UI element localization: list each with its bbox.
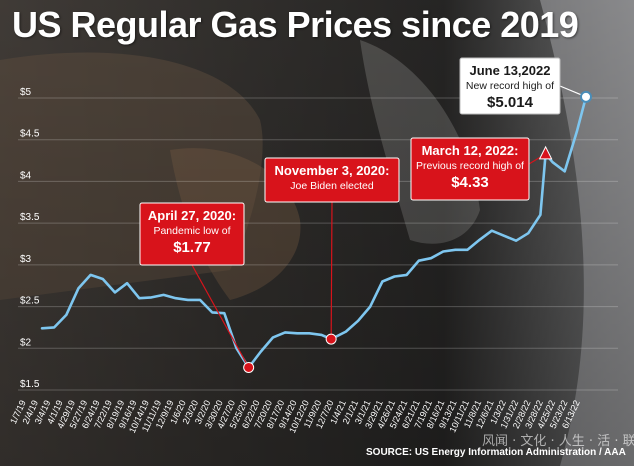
annotation-heading: March 12, 2022: (422, 143, 519, 158)
record-marker (580, 90, 592, 103)
record-marker (538, 145, 553, 160)
price-line (40, 95, 588, 369)
annotation-text: Joe Biden elected (290, 180, 374, 192)
y-tick-label: $1.5 (20, 379, 40, 390)
annotation-text: New record high of (466, 80, 554, 92)
annotation-text: Previous record high of (416, 160, 524, 172)
y-tick-label: $4.5 (20, 129, 40, 140)
y-tick-label: $3.5 (20, 212, 40, 223)
annotation-heading: April 27, 2020: (148, 208, 236, 223)
chart-title: US Regular Gas Prices since 2019 (12, 4, 579, 45)
annotation-leader (191, 264, 250, 368)
annotation-box (139, 202, 245, 266)
annotation-value: $4.33 (451, 174, 489, 191)
y-tick-label: $4 (20, 170, 32, 181)
y-tick-label: $5 (20, 87, 32, 98)
point-marker (243, 361, 255, 373)
annotation-heading: November 3, 2020: (275, 163, 390, 178)
point-marker (325, 333, 337, 345)
y-tick-label: $2.5 (20, 296, 40, 307)
annotation-leader (330, 201, 333, 340)
annotation-value: $5.014 (487, 94, 534, 111)
annotation-box (459, 57, 561, 115)
annotation-text: Pandemic low of (153, 225, 230, 237)
source-note: SOURCE: US Energy Information Administra… (366, 447, 626, 458)
annotation-heading: June 13,2022 (470, 63, 551, 78)
y-tick-label: $2 (20, 337, 32, 348)
annotation-value: $1.77 (173, 239, 211, 256)
y-tick-label: $3 (20, 254, 32, 265)
annotation-box (264, 157, 400, 203)
watermark-text: 风闻 · 文化 · 人生 · 活 · 联盟 (482, 434, 634, 449)
annotation-box (410, 137, 530, 201)
